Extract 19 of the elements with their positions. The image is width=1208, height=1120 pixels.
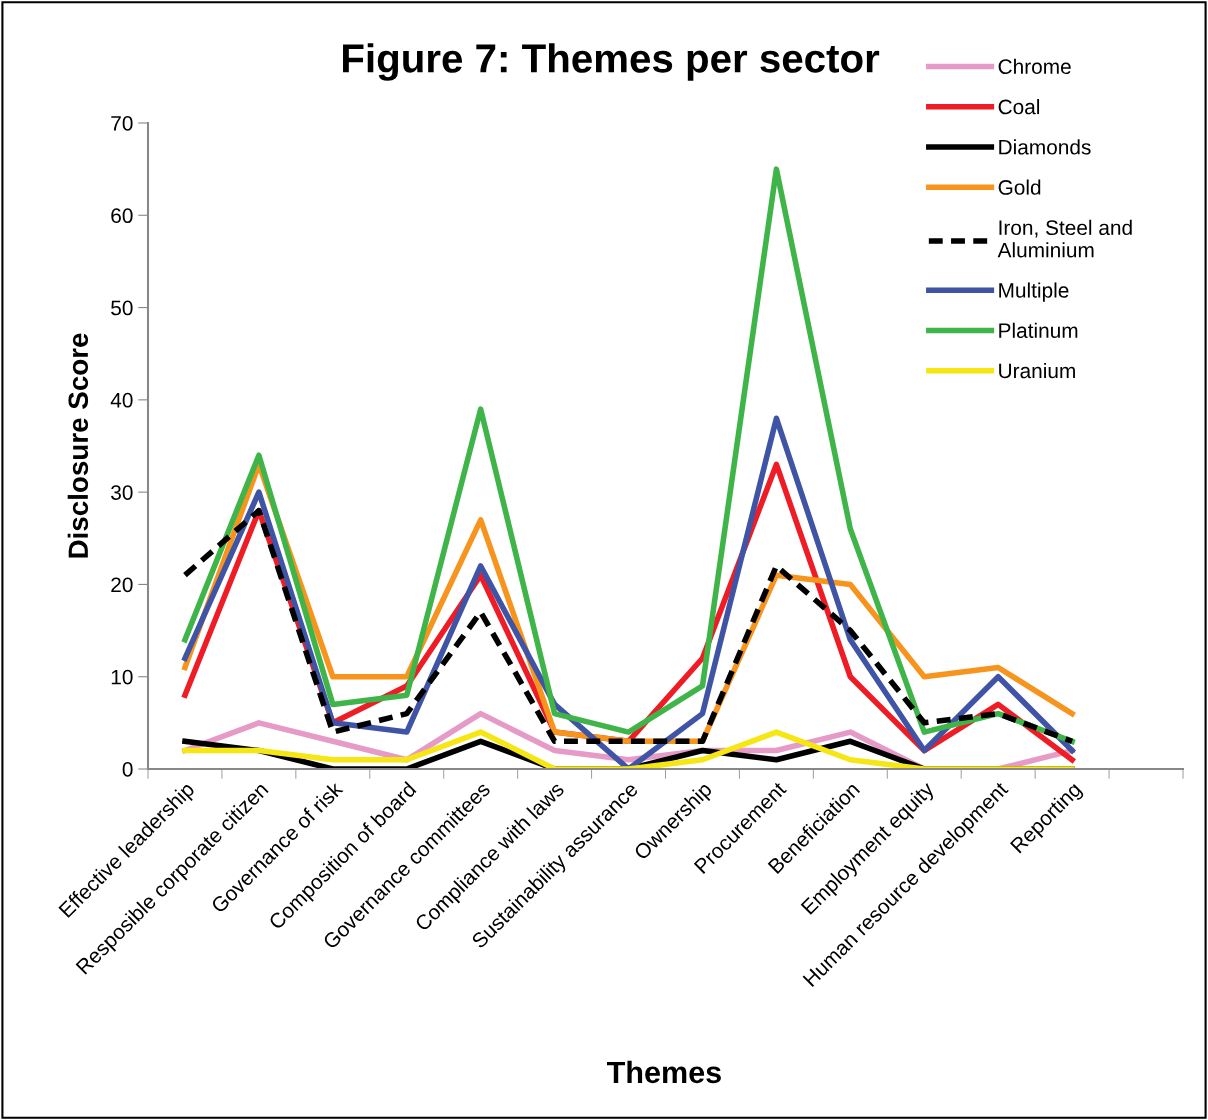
legend-label: Coal [998, 98, 1040, 115]
legend-label: Chrome [998, 58, 1071, 75]
legend-label: Diamonds [999, 139, 1091, 155]
y-tick-label: 60 [111, 208, 133, 224]
y-tick-label: 10 [111, 669, 133, 685]
y-tick-label: 30 [111, 485, 133, 500]
y-tick-label: 70 [111, 116, 133, 131]
y-axis-title: Disclosure Score [67, 333, 89, 558]
legend-label: Multiple [999, 282, 1069, 302]
x-axis-title: Themes [607, 1060, 721, 1084]
y-tick-label: 50 [111, 300, 133, 316]
legend-label: Uranium [999, 362, 1075, 379]
legend-label: Platinum [999, 322, 1078, 338]
legend-label: Iron, Steel and Aluminium [997, 219, 1132, 258]
chart-title: Figure 7: Themes per sector [343, 43, 880, 81]
y-tick-label: 40 [110, 392, 133, 408]
y-tick-label: 20 [111, 577, 133, 593]
y-tick-label: 0 [122, 762, 133, 777]
legend-label: Gold [998, 179, 1041, 195]
